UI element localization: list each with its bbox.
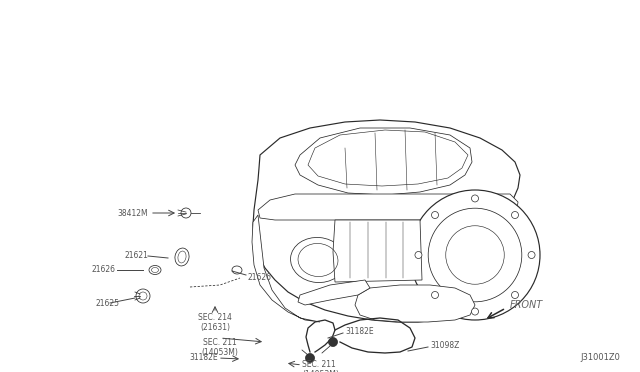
Circle shape — [136, 289, 150, 303]
Circle shape — [415, 251, 422, 259]
Circle shape — [472, 308, 479, 315]
Text: 31182E: 31182E — [345, 327, 374, 337]
Polygon shape — [258, 194, 518, 220]
Circle shape — [305, 353, 314, 362]
Text: SEC. 211
(14053M): SEC. 211 (14053M) — [202, 338, 239, 357]
Polygon shape — [298, 280, 370, 305]
Text: 21621: 21621 — [124, 250, 148, 260]
Text: 21626: 21626 — [91, 266, 115, 275]
Text: SEC. 211
(14053M): SEC. 211 (14053M) — [302, 360, 339, 372]
Polygon shape — [355, 285, 475, 322]
Text: 21626: 21626 — [248, 273, 272, 282]
Text: 31182E: 31182E — [189, 353, 218, 362]
Text: 31098Z: 31098Z — [430, 340, 460, 350]
Circle shape — [410, 190, 540, 320]
Text: SEC. 214
(21631): SEC. 214 (21631) — [198, 313, 232, 333]
Polygon shape — [333, 220, 422, 282]
Text: J31001Z0: J31001Z0 — [580, 353, 620, 362]
Ellipse shape — [291, 237, 346, 283]
Circle shape — [328, 337, 337, 346]
Circle shape — [472, 195, 479, 202]
Circle shape — [431, 292, 438, 298]
Text: 21625: 21625 — [96, 298, 120, 308]
Polygon shape — [295, 128, 472, 195]
Text: FRONT: FRONT — [510, 300, 543, 310]
Text: 38412M: 38412M — [117, 208, 148, 218]
Polygon shape — [252, 215, 320, 322]
Circle shape — [431, 212, 438, 218]
Circle shape — [528, 251, 535, 259]
Polygon shape — [253, 120, 520, 322]
Circle shape — [511, 212, 518, 218]
Circle shape — [511, 292, 518, 298]
